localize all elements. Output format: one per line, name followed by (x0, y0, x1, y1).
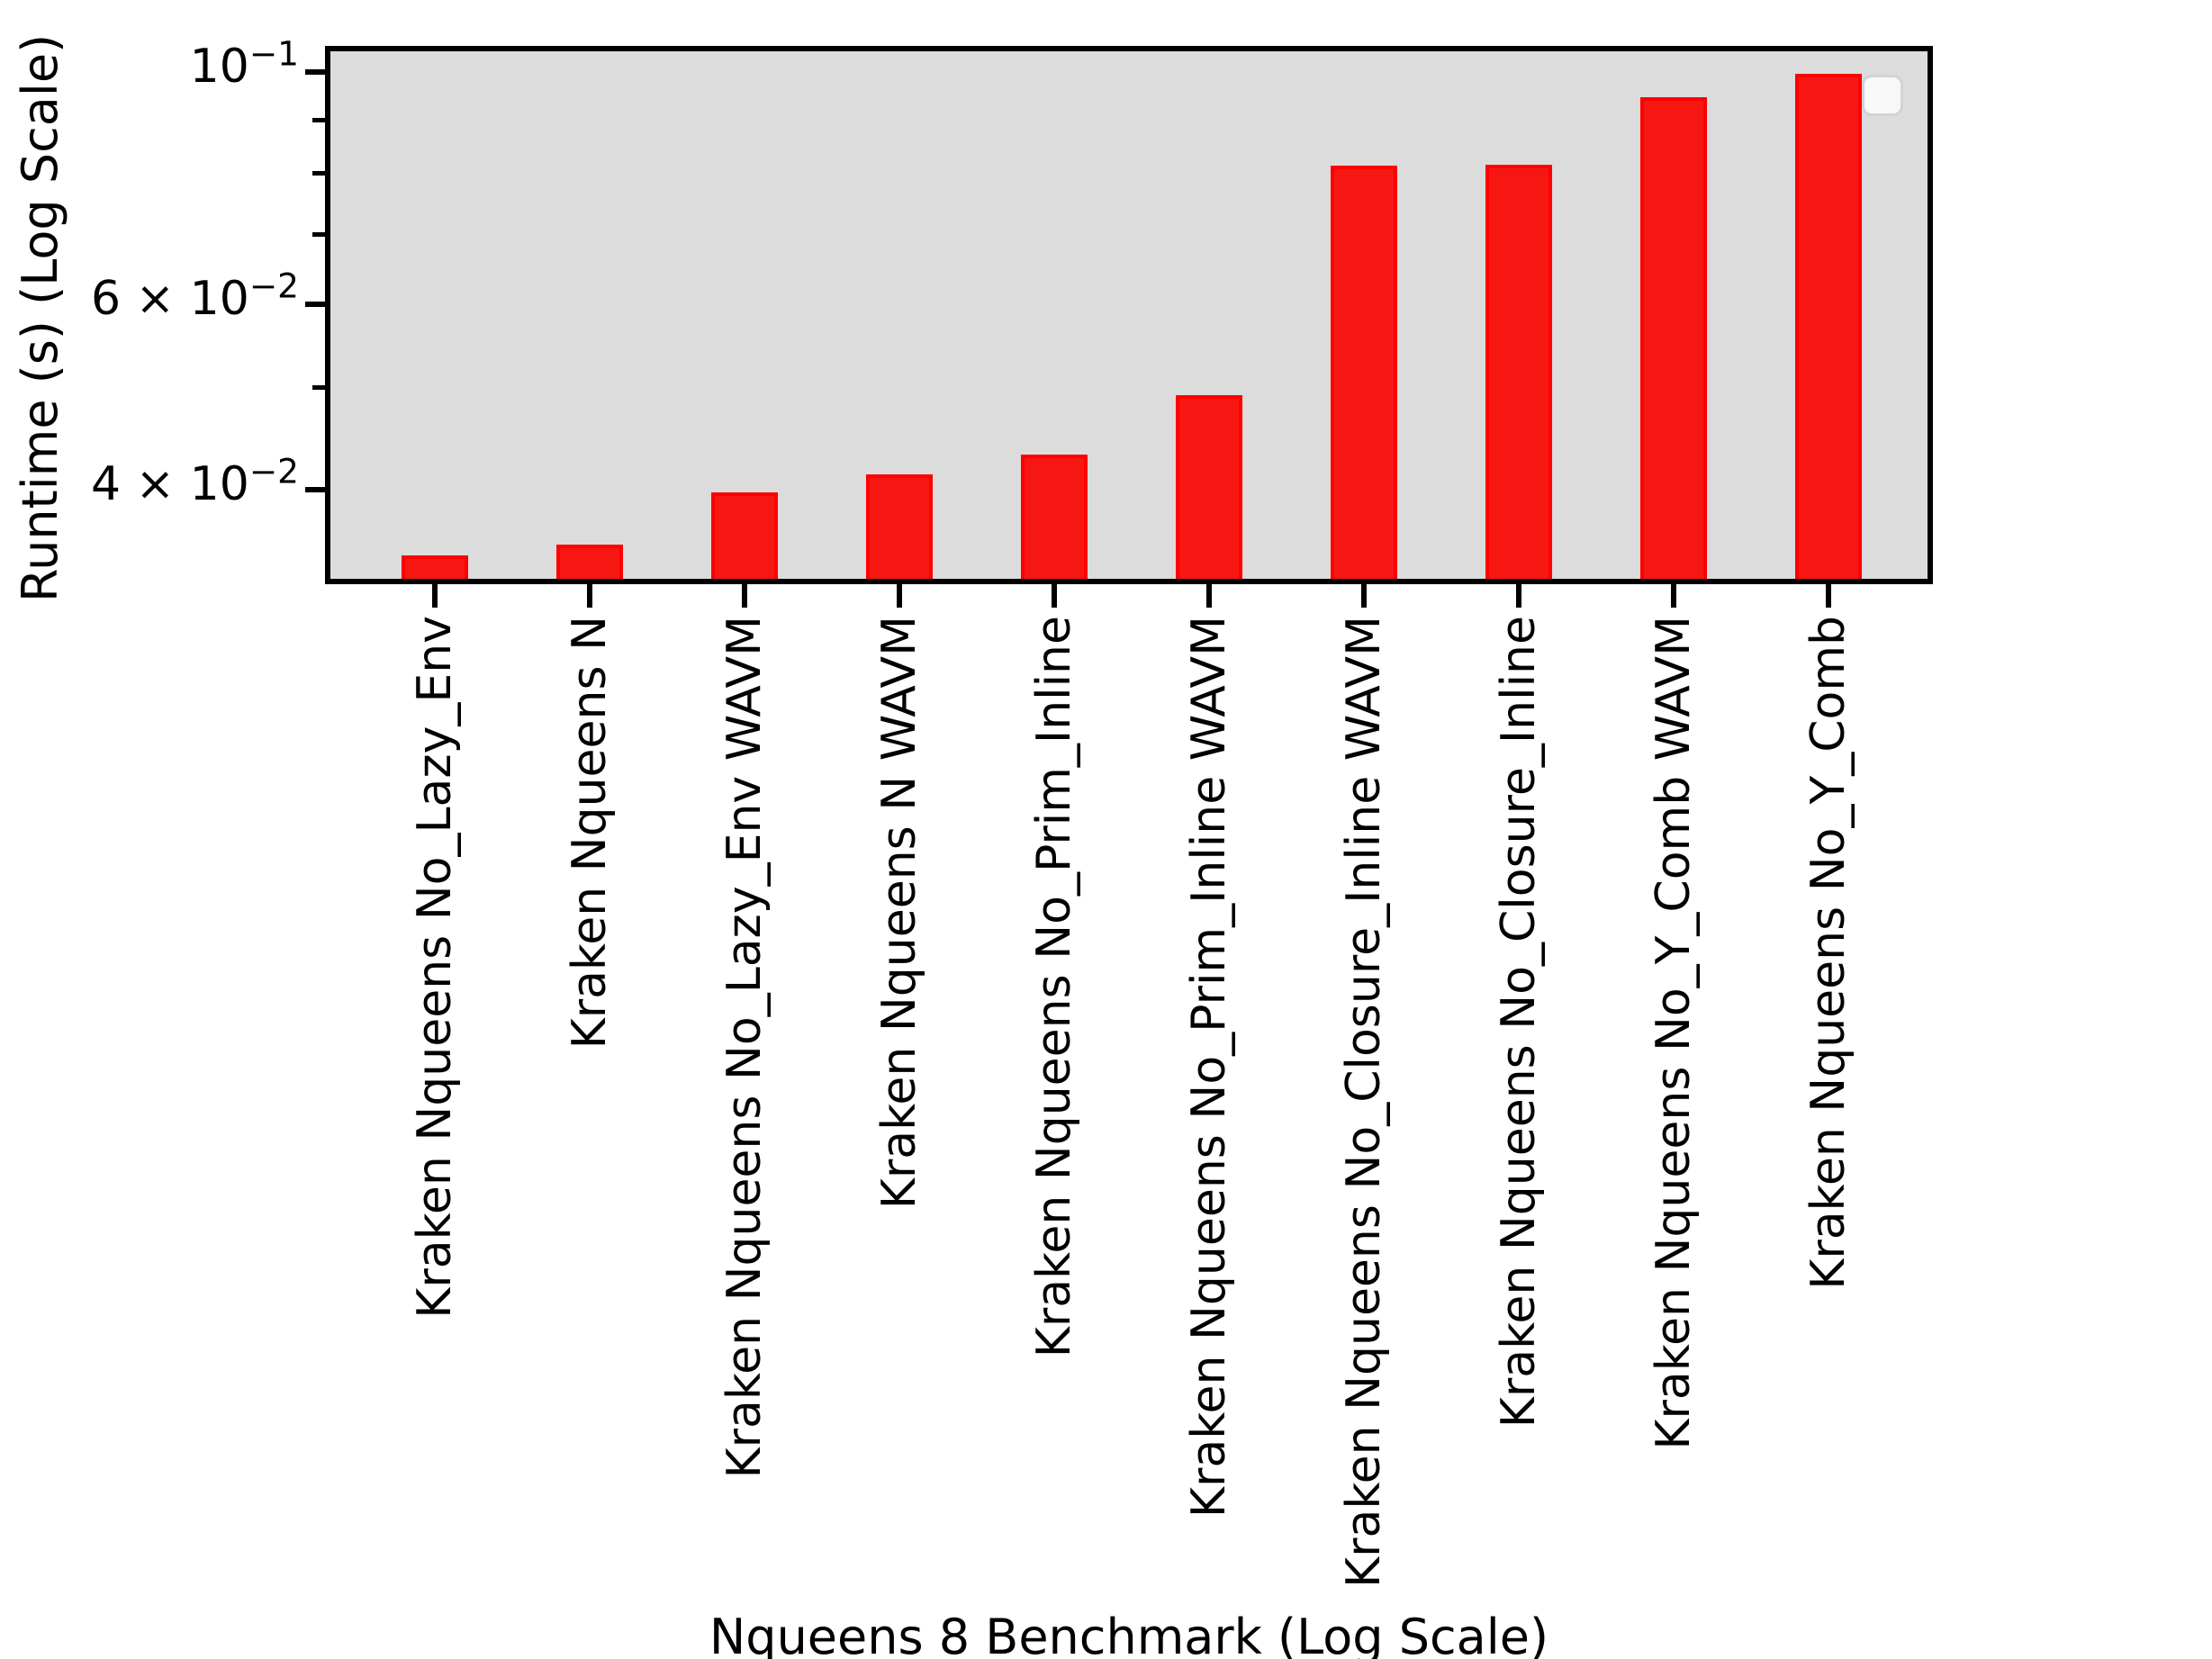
y-tick-mark-minor (312, 385, 325, 391)
bar (1331, 166, 1397, 579)
y-tick-mark-major (305, 69, 325, 75)
x-tick-label: Kraken Nqueens No_Closure_Inline WAVM (1337, 616, 1391, 1588)
x-tick-label: Kraken Nqueens No_Y_Comb (1801, 616, 1855, 1290)
x-tick-mark (432, 584, 438, 608)
x-tick-label: Kraken Nqueens No_Lazy_Env WAVM (718, 616, 772, 1479)
bar (402, 555, 468, 579)
y-tick-mark-minor (312, 117, 325, 122)
x-tick-mark (1052, 584, 1057, 608)
x-tick-label: Kraken Nqueens No_Prim_Inline (1027, 616, 1081, 1358)
bar (1021, 454, 1088, 579)
x-tick-label: Kraken Nqueens No_Closure_Inline (1492, 616, 1546, 1429)
x-tick-mark (1826, 584, 1831, 608)
y-tick-label: 10−1 (189, 33, 299, 94)
bar (556, 545, 623, 579)
y-tick-mark-minor (312, 231, 325, 237)
bar (1640, 97, 1707, 579)
x-tick-mark (897, 584, 902, 608)
y-tick-mark-major (305, 486, 325, 492)
bar (866, 474, 933, 579)
x-tick-mark (742, 584, 747, 608)
y-tick-label: 4 × 10−2 (90, 451, 299, 511)
x-tick-label: Kraken Nqueens N WAVM (872, 616, 926, 1210)
legend-box (1862, 75, 1903, 116)
x-tick-mark (1206, 584, 1212, 608)
bar (1485, 164, 1552, 579)
x-tick-mark (587, 584, 592, 608)
x-tick-label: Kraken Nqueens No_Lazy_Env (408, 616, 462, 1319)
x-tick-label: Kraken Nqueens No_Y_Comb WAVM (1647, 616, 1701, 1450)
y-tick-mark-minor (312, 171, 325, 176)
bar (711, 492, 778, 579)
x-tick-label: Kraken Nqueens No_Prim_Inline WAVM (1182, 616, 1236, 1519)
x-tick-mark (1516, 584, 1521, 608)
x-tick-mark (1671, 584, 1676, 608)
x-tick-mark (1361, 584, 1367, 608)
y-tick-mark-major (305, 302, 325, 308)
y-tick-label: 6 × 10−2 (90, 266, 299, 327)
bar (1176, 394, 1242, 579)
x-tick-label: Kraken Nqueens N (563, 616, 617, 1050)
x-axis-label: Nqueens 8 Benchmark (Log Scale) (709, 1609, 1549, 1659)
bar (1795, 74, 1862, 579)
